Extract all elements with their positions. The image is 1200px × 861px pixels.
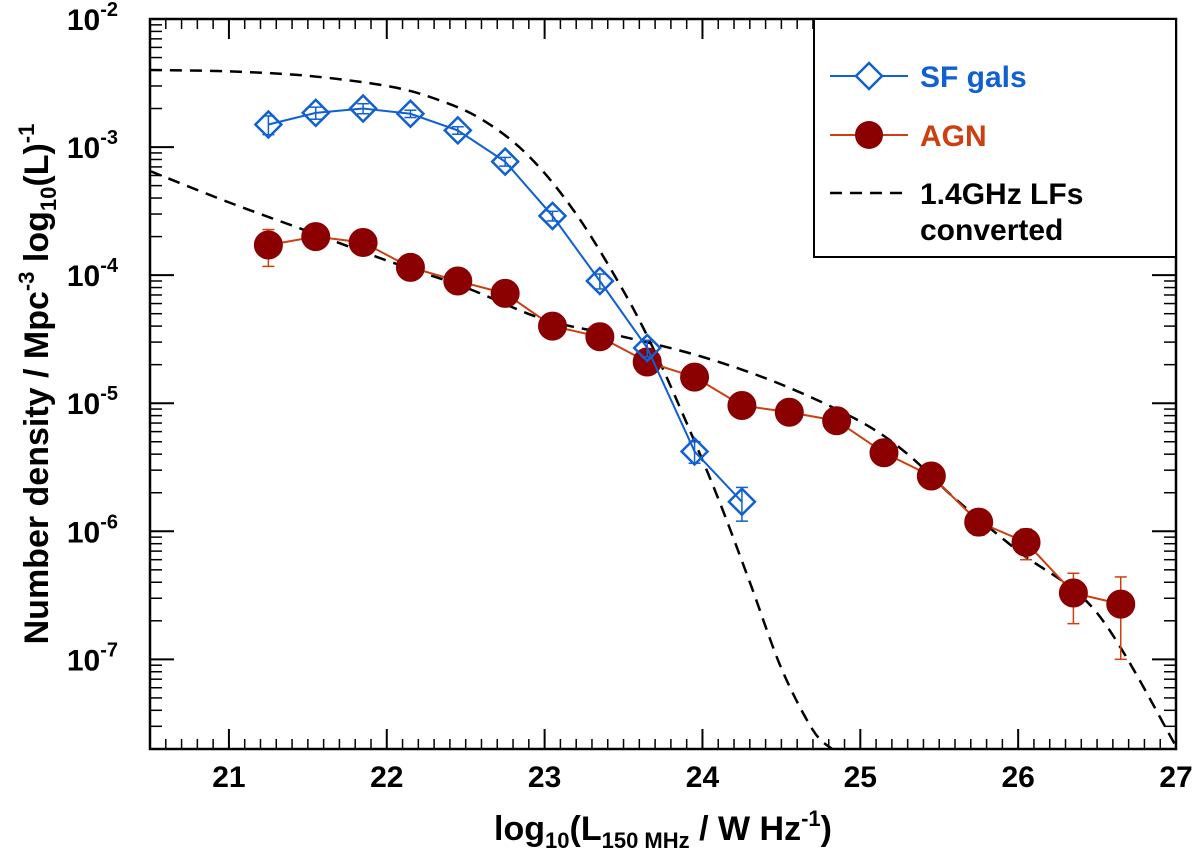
x-tick-label: 24 (686, 761, 720, 794)
agn-point (538, 311, 568, 341)
legend-label-lf-line2: converted (920, 214, 1063, 247)
agn-point (1011, 527, 1041, 557)
y-tick-label: 10-6 (67, 511, 118, 549)
agn-point (1058, 578, 1088, 608)
legend: SF gals AGN 1.4GHz LFs converted (813, 18, 1177, 258)
sf-gals-point (585, 266, 615, 296)
legend-label-agn: AGN (920, 120, 987, 153)
agn-point (443, 266, 473, 296)
sf-gals-point (443, 115, 473, 146)
lf-model-curve-2 (150, 169, 1176, 747)
legend-label-lf-line1: 1.4GHz LFs (920, 178, 1083, 211)
agn-point (680, 362, 710, 392)
agn-point (774, 397, 804, 427)
agn-point (822, 406, 852, 436)
axes-layer (148, 17, 1178, 751)
x-tick-label: 21 (212, 761, 245, 794)
sf-gals-point (727, 486, 757, 517)
sf-gals-point (490, 146, 520, 177)
y-tick-label: 10-3 (67, 127, 118, 165)
legend-entry-agn: AGN (830, 120, 987, 153)
agn-point (253, 230, 283, 260)
sf-gals-point (253, 109, 284, 140)
agn-line (268, 235, 1121, 606)
legend-diamond-marker (854, 61, 884, 91)
legend-label-sf-gals: SF gals (920, 61, 1027, 94)
x-tick-label: 25 (844, 761, 877, 794)
sf-gals-point (300, 98, 331, 128)
x-axis-label: log10(L150 MHz / W Hz-1) (494, 806, 832, 853)
agn-point (348, 227, 378, 257)
series-layer (253, 93, 1136, 661)
agn-point (490, 278, 520, 308)
agn-point (727, 390, 757, 420)
legend-entry-sf-gals: SF gals (830, 61, 1027, 94)
agn-point (1106, 589, 1136, 619)
y-tick-label: 10-7 (67, 639, 118, 677)
y-tick-label: 10-4 (67, 255, 119, 293)
x-tick-label: 23 (528, 761, 561, 794)
legend-circle-marker (855, 121, 883, 149)
agn-point (395, 252, 425, 282)
sf-gals-point (537, 201, 568, 231)
sf-gals-point (348, 93, 378, 124)
x-tick-label: 22 (370, 761, 403, 794)
y-tick-label: 10-5 (67, 383, 118, 421)
agn-series (253, 222, 1136, 661)
x-tick-label: 26 (1001, 761, 1034, 794)
sf-gals-point (395, 98, 426, 129)
sf-gals-series (253, 93, 757, 522)
agn-point (964, 507, 994, 537)
agn-point (301, 222, 331, 252)
sf-gals-point (679, 436, 710, 467)
legend-entry-lf: 1.4GHz LFs converted (830, 178, 1083, 247)
x-tick-label: 27 (1159, 761, 1192, 794)
curves-layer (150, 68, 1176, 749)
sf-gals-point (632, 333, 662, 363)
y-axis-label: Number density / Mpc-3 log10(L)-1 (14, 124, 61, 645)
agn-point (585, 322, 615, 352)
agn-point (916, 461, 946, 491)
agn-point (869, 438, 899, 468)
plot-frame (148, 17, 1178, 751)
lf-model-curve-1 (150, 68, 833, 749)
y-tick-label: 10-2 (67, 0, 118, 37)
